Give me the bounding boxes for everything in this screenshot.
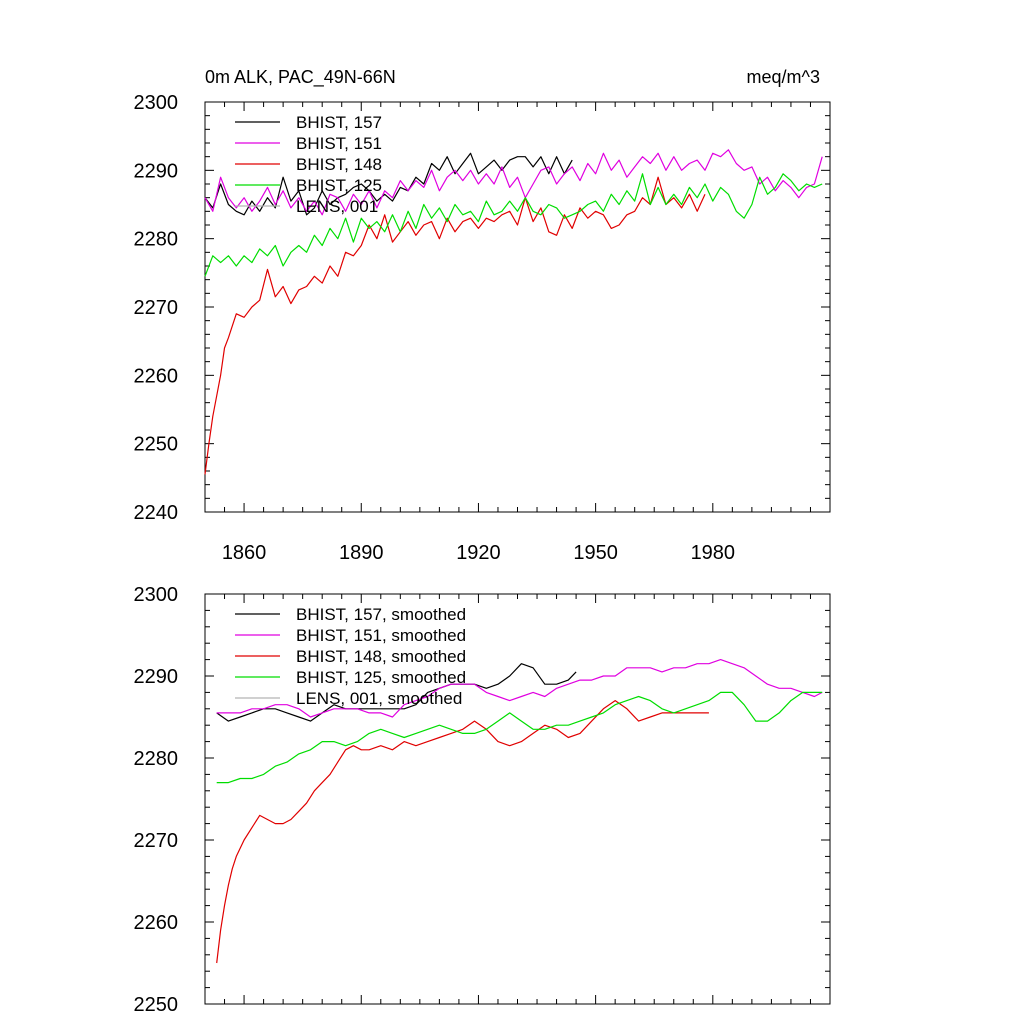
- y-tick-label: 2240: [134, 502, 179, 524]
- legend-label: BHIST, 148, smoothed: [296, 647, 466, 666]
- x-tick-label: 1980: [691, 542, 736, 564]
- legend-label: LENS, 001: [296, 197, 378, 216]
- bottom-plot: 2250 2260 2270 2280 2290 2300 BHIST, 157, smoo…: [134, 584, 831, 1016]
- legend-label: BHIST, 157: [296, 113, 382, 132]
- y-tick-label: 2290: [134, 666, 179, 688]
- y-tick-label: 2260: [134, 365, 179, 387]
- y-tick-label: 2300: [134, 92, 179, 114]
- chart-title-left: 0m ALK, PAC_49N-66N: [205, 67, 396, 88]
- series-line-1: [204, 149, 823, 216]
- y-tick-label: 2290: [134, 160, 179, 182]
- y-tick-label: 2280: [134, 748, 179, 770]
- y-tick-label: 2250: [134, 994, 179, 1016]
- y-tick-label: 2250: [134, 434, 179, 456]
- series-line-3: [204, 173, 823, 277]
- y-tick-label: 2260: [134, 912, 179, 934]
- legend-label: BHIST, 151, smoothed: [296, 626, 466, 645]
- legend-label: LENS, 001, smoothed: [296, 689, 462, 708]
- series-line-0: [216, 663, 577, 722]
- series-line-0: [204, 152, 573, 216]
- x-tick-label: 1920: [456, 542, 501, 564]
- y-tick-label: 2270: [134, 297, 179, 319]
- series-line-3: [216, 691, 823, 784]
- series-line-2: [204, 176, 706, 475]
- y-tick-label: 2270: [134, 830, 179, 852]
- legend-label: BHIST, 125, smoothed: [296, 668, 466, 687]
- legend-label: BHIST, 151: [296, 134, 382, 153]
- series-line-1: [216, 658, 823, 718]
- legend-label: BHIST, 125: [296, 176, 382, 195]
- top-plot: 1860 1890 1920 1950 1980 2240 2250 2260 2270 2280…: [134, 92, 831, 564]
- y-tick-label: 2280: [134, 229, 179, 251]
- legend-label: BHIST, 157, smoothed: [296, 605, 466, 624]
- chart-title-right: meq/m^3: [747, 67, 820, 87]
- legend-label: BHIST, 148: [296, 155, 382, 174]
- x-tick-label: 1950: [573, 542, 618, 564]
- x-tick-label: 1860: [222, 542, 267, 564]
- x-tick-label: 1890: [339, 542, 384, 564]
- y-tick-label: 2300: [134, 584, 179, 606]
- series-line-2: [216, 699, 709, 964]
